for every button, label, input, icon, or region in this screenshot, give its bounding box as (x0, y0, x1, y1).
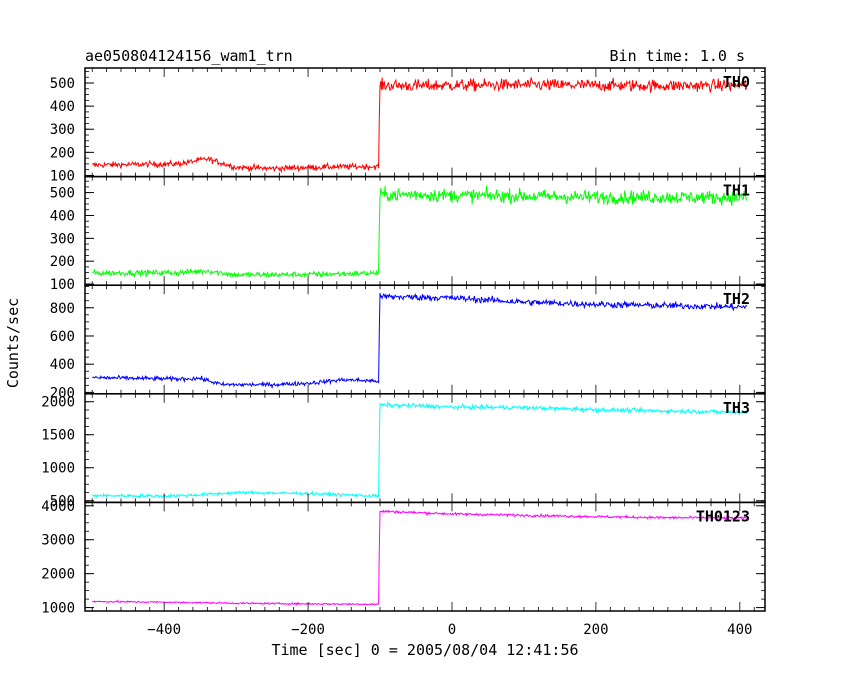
series-line-th0 (91, 77, 748, 174)
panel-frame (84, 393, 766, 504)
y-tick-label: 300 (50, 231, 75, 247)
y-tick-label: 500 (50, 76, 75, 92)
x-tick-label: 200 (583, 622, 608, 638)
chart-panels: 100 200 300 400 500 TH0 100 200 300 400 500 TH1 200 4… (41, 67, 766, 638)
panel-th2: 200 400 600 800 TH2 (50, 284, 766, 401)
y-tick-label: 200 (50, 254, 75, 270)
panel-label: TH0123 (696, 507, 750, 525)
series-line-th0123 (92, 509, 748, 606)
y-tick-label: 3000 (41, 533, 75, 549)
panel-th1: 100 200 300 400 500 TH1 (50, 175, 766, 293)
y-tick-label: 2000 (41, 395, 75, 411)
y-tick-label: 1500 (41, 428, 75, 444)
x-tick-label: −400 (147, 622, 181, 638)
panel-label: TH2 (723, 290, 750, 308)
y-tick-label: 1000 (41, 461, 75, 477)
panel-th0123: 1000 2000 3000 4000 TH0123 (41, 499, 766, 617)
x-tick-label: 0 (448, 622, 456, 638)
y-tick-label: 300 (50, 122, 75, 138)
y-tick-label: 500 (50, 494, 75, 510)
y-tick-label: 100 (50, 277, 75, 293)
chart-title: ae050804124156_wam1_trn (85, 47, 293, 65)
series-line-th1 (92, 185, 748, 279)
y-tick-label: 100 (50, 168, 75, 184)
y-tick-label: 400 (50, 357, 75, 373)
x-tick-label: 400 (727, 622, 752, 638)
panel-th3: 500 1000 1500 2000 TH3 (41, 393, 766, 510)
y-tick-label: 1000 (41, 601, 75, 617)
series-line-th3 (92, 401, 748, 499)
y-tick-label: 2000 (41, 567, 75, 583)
panel-label: TH1 (723, 182, 750, 200)
x-axis-label: Time [sec] 0 = 2005/08/04 12:41:56 (271, 641, 578, 659)
y-tick-label: 400 (50, 99, 75, 115)
y-axis-label: Counts/sec (4, 298, 22, 388)
y-tick-label: 4000 (41, 499, 75, 515)
y-tick-label: 200 (50, 385, 75, 401)
bin-time-label: Bin time: 1.0 s (610, 47, 745, 65)
panel-th0: 100 200 300 400 500 TH0 (50, 67, 766, 184)
panel-label: TH3 (723, 399, 750, 417)
y-tick-label: 800 (50, 301, 75, 317)
y-tick-label: 500 (50, 186, 75, 202)
x-tick-label: −200 (291, 622, 325, 638)
panel-label: TH0 (723, 73, 750, 91)
panel-frame (84, 284, 766, 395)
series-line-th2 (92, 292, 748, 390)
y-tick-label: 400 (50, 208, 75, 224)
y-tick-label: 200 (50, 145, 75, 161)
y-tick-label: 600 (50, 329, 75, 345)
